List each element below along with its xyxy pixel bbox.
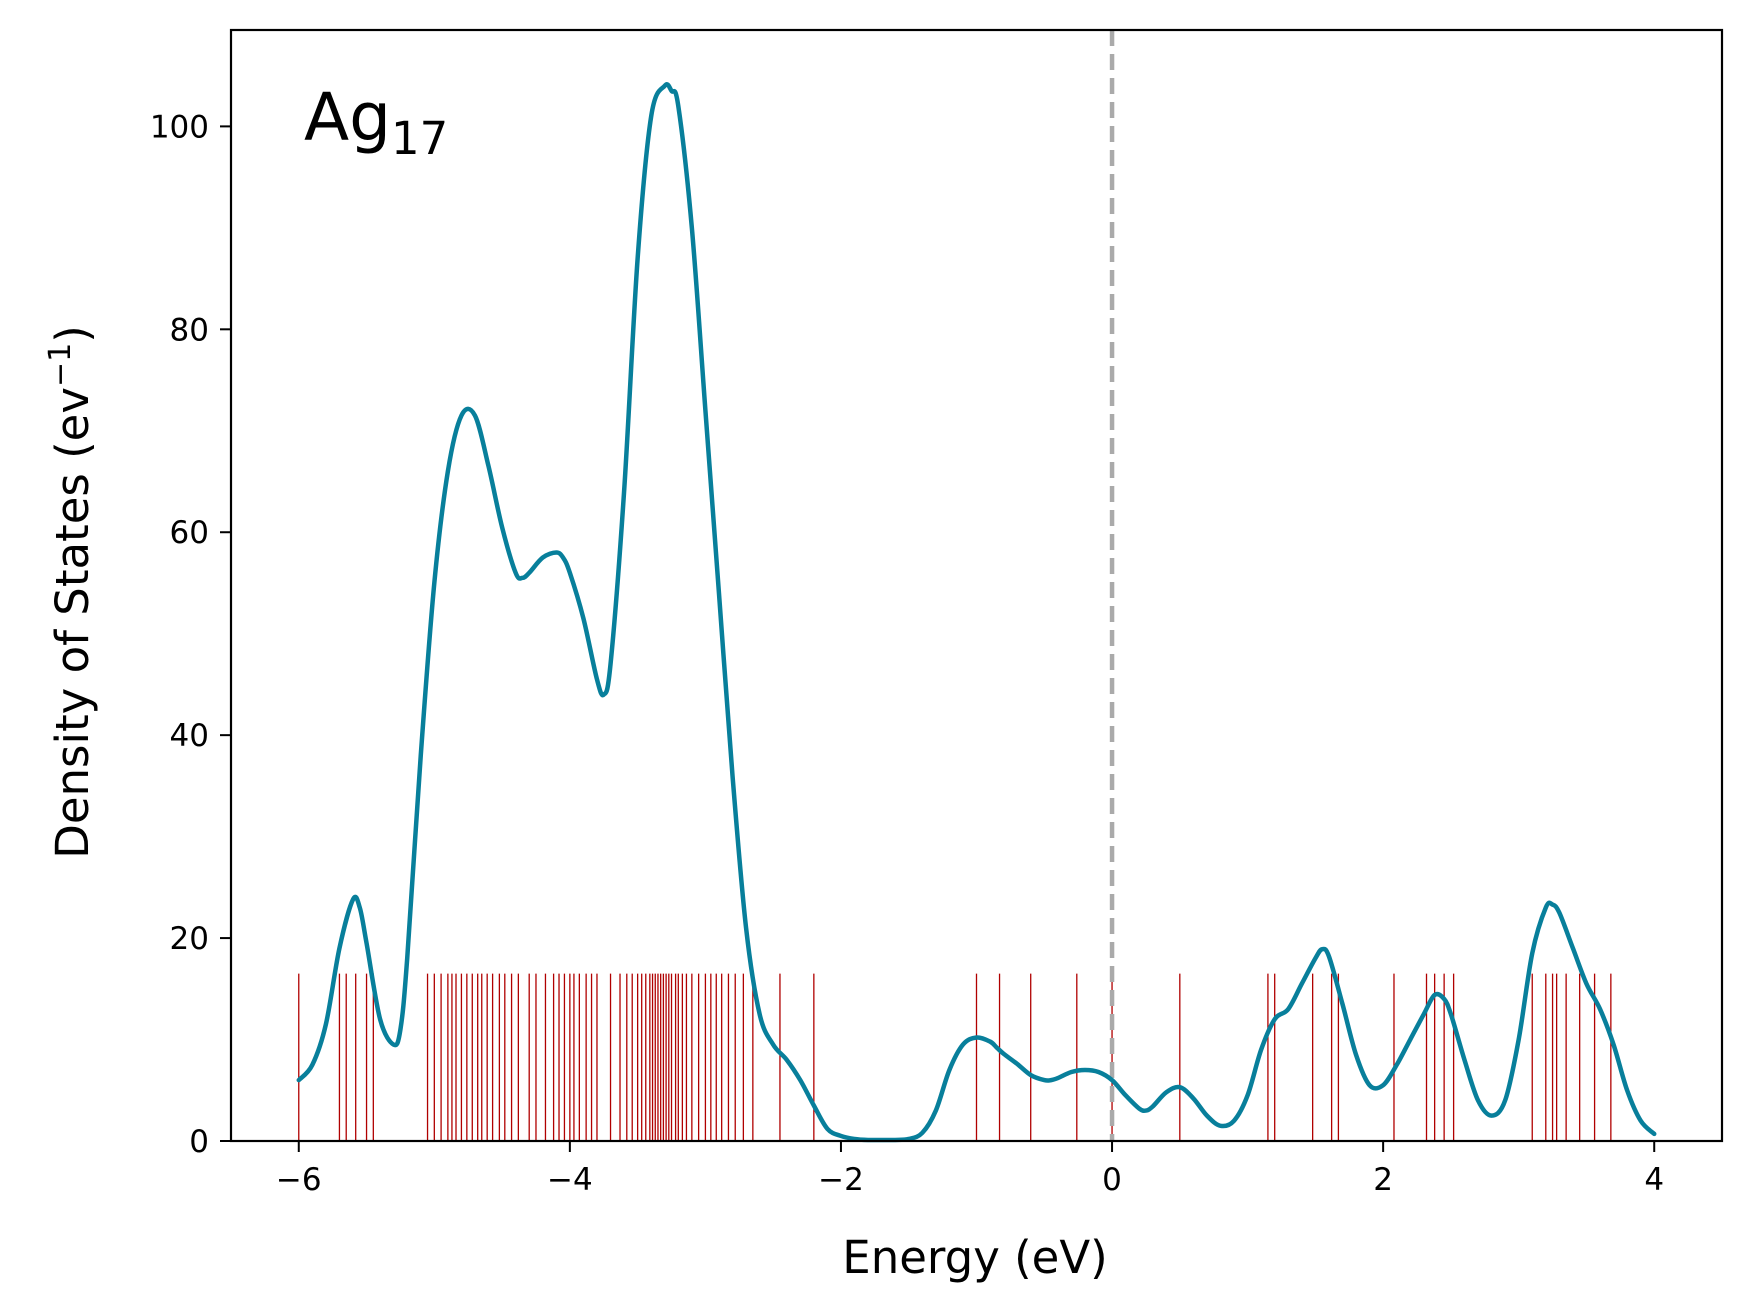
- x-tick-label-5: 4: [1644, 1162, 1664, 1198]
- y-tick-label-0: 0: [189, 1124, 209, 1160]
- annotation-main: Ag: [304, 79, 391, 156]
- y-tick-label-1: 20: [170, 921, 209, 957]
- x-axis-label: Energy (eV): [842, 1231, 1107, 1284]
- y-tick-label-5: 100: [150, 109, 209, 145]
- x-tick-label-0: −6: [276, 1162, 322, 1198]
- x-tick-label-3: 0: [1102, 1162, 1122, 1198]
- y-axis-label-main: Density of States (ev: [46, 387, 99, 859]
- annotation-subscript: 17: [391, 112, 448, 165]
- x-axis-ticks: −6 −4 −2 0 2 4: [276, 1141, 1664, 1198]
- eigenvalue-lines: [298, 973, 1612, 1141]
- system-annotation: Ag17: [304, 79, 448, 165]
- y-tick-label-3: 60: [170, 515, 209, 551]
- dos-curve-line: [296, 82, 1657, 1143]
- y-tick-label-2: 40: [170, 718, 209, 754]
- y-tick-label-4: 80: [170, 312, 209, 348]
- y-axis-label-superscript: −1: [43, 343, 78, 387]
- y-axis-ticks: 0 20 40 60 80 100: [150, 109, 231, 1160]
- x-tick-label-1: −4: [547, 1162, 593, 1198]
- x-tick-label-2: −2: [818, 1162, 864, 1198]
- plot-area: [296, 30, 1657, 1143]
- x-tick-label-4: 2: [1373, 1162, 1393, 1198]
- axes-frame: [229, 28, 1724, 1143]
- y-axis-label-close: ): [46, 325, 99, 343]
- y-axis-label: Density of States (ev−1): [43, 325, 99, 859]
